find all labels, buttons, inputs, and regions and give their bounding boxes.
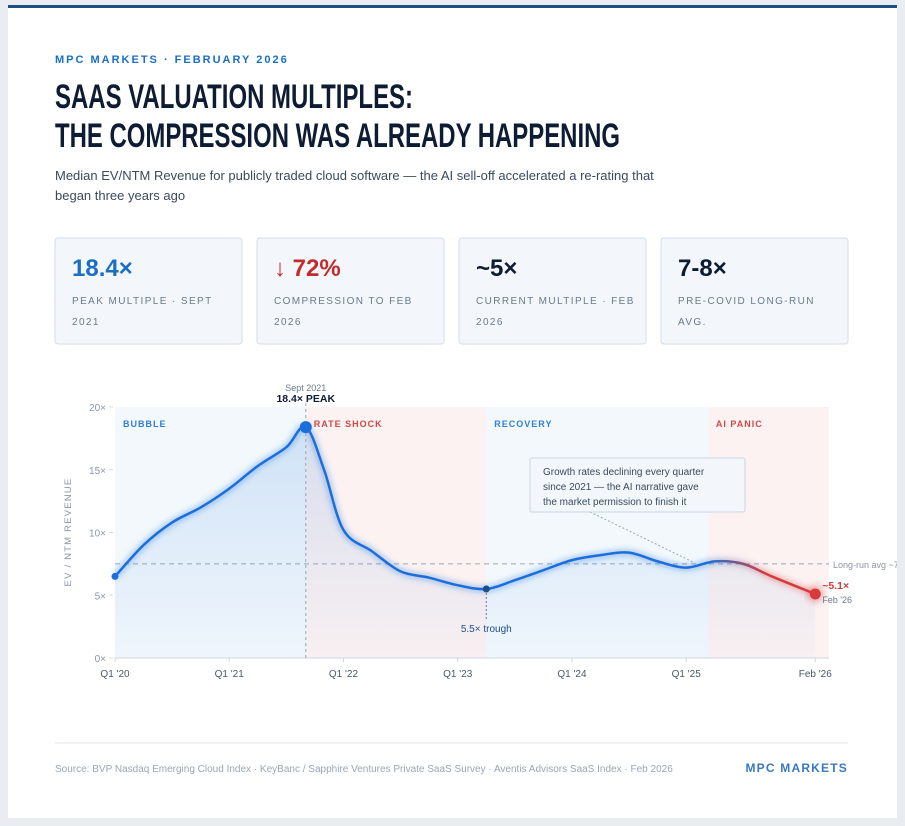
region-label: AI PANIC — [716, 419, 763, 429]
y-tick-label: 10× — [89, 529, 106, 540]
stat-label: 2026 — [476, 317, 504, 328]
stat-value: 7-8× — [678, 255, 727, 282]
stat-card — [256, 237, 445, 345]
callout-line: since 2021 — the AI narrative gave — [543, 482, 699, 493]
y-tick-label: 0× — [95, 654, 107, 665]
kicker: MPC MARKETS · FEBRUARY 2026 — [55, 54, 289, 66]
stat-label: CURRENT MULTIPLE · FEB — [476, 296, 635, 307]
stat-label: PRE-COVID LONG-RUN — [678, 296, 815, 307]
y-axis-label: EV / NTM REVENUE — [63, 478, 74, 587]
region-label: RATE SHOCK — [314, 419, 383, 429]
y-tick-label: 5× — [95, 591, 107, 602]
card — [8, 5, 897, 818]
end-label: ~5.1× — [822, 580, 849, 592]
x-tick-label: Q1 '20 — [100, 669, 130, 680]
stat-label: 2021 — [72, 317, 100, 328]
x-tick-label: Q1 '21 — [215, 669, 245, 680]
x-tick-label: Q1 '24 — [557, 669, 587, 680]
title-line: THE COMPRESSION WAS ALREADY HAPPENING — [55, 117, 620, 155]
reference-label: Long-run avg ~7.5× — [833, 560, 905, 570]
title-line: SAAS VALUATION MULTIPLES: — [55, 78, 413, 116]
stat-card — [458, 237, 647, 345]
y-tick-label: 15× — [89, 466, 106, 477]
source: Source: BVP Nasdaq Emerging Cloud Index … — [55, 764, 673, 775]
y-tick-label: 20× — [89, 403, 106, 414]
subtitle-line: began three years ago — [55, 188, 185, 203]
stat-value: ↓ 72% — [274, 255, 341, 282]
peak-label: 18.4× PEAK — [276, 393, 335, 405]
subtitle-line: Median EV/NTM Revenue for publicly trade… — [55, 168, 654, 183]
x-tick-label: Q1 '23 — [443, 669, 473, 680]
trough-dot — [482, 585, 490, 593]
stat-label: AVG. — [678, 317, 707, 328]
stat-value: 18.4× — [72, 255, 133, 282]
top-strip — [8, 5, 897, 8]
region-label: RECOVERY — [494, 419, 552, 429]
line — [114, 425, 816, 596]
callout-line: Growth rates declining every quarter — [543, 467, 705, 478]
callout-leader — [589, 511, 694, 563]
end-dot — [809, 588, 821, 600]
stat-value: ~5× — [476, 255, 517, 282]
callout-line: the market permission to finish it — [543, 497, 687, 508]
content: MPC MARKETS · FEBRUARY 2026 SAAS VALUATIO… — [54, 54, 905, 775]
area — [115, 426, 816, 658]
stat-card — [54, 237, 243, 345]
start-dot — [111, 572, 119, 580]
x-tick-label: Feb '26 — [799, 669, 832, 680]
brand: MPC MARKETS — [745, 761, 848, 775]
x-tick-label: Q1 '25 — [672, 669, 702, 680]
stat-label: PEAK MULTIPLE · SEPT — [72, 296, 213, 307]
x-tick-label: Q1 '22 — [329, 669, 359, 680]
region-label: BUBBLE — [123, 419, 167, 429]
stat-card — [660, 237, 849, 345]
callout-box — [529, 457, 746, 513]
peak-date: Sept 2021 — [285, 383, 326, 393]
trough-label: 5.5× trough — [461, 624, 512, 635]
stat-label: 2026 — [274, 317, 302, 328]
end-date: Feb '26 — [822, 595, 852, 605]
stat-label: COMPRESSION TO FEB — [274, 296, 413, 307]
peak-dot — [299, 421, 312, 434]
